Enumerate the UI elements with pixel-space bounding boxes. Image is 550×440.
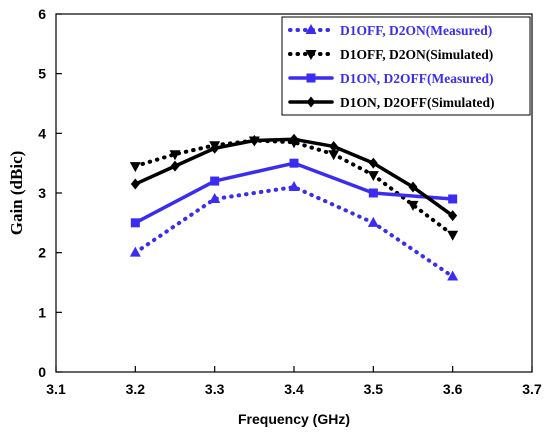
series-4 [130,133,458,222]
y-tick-label: 3 [38,185,46,201]
series-line [133,185,455,279]
legend-label: D1OFF, D2ON(Measured) [340,23,492,38]
legend: D1OFF, D2ON(Measured) D1OFF, D2ON(Simulat… [281,16,531,116]
x-tick-label: 3.1 [46,381,66,397]
legend-label: D1ON, D2OFF(Simulated) [340,95,495,110]
data-point [407,200,419,211]
legend-item: D1ON, D2OFF(Simulated) [288,95,495,110]
data-point [130,218,140,228]
data-point [249,134,259,146]
x-tick-label: 3.4 [284,381,304,397]
axis-ticks [55,13,533,373]
y-tick-label: 6 [38,6,46,22]
data-point [367,216,379,227]
legend-label: D1ON, D2OFF(Measured) [340,71,493,86]
series-3 [130,158,458,228]
legend-swatch-marker [305,50,317,60]
data-point [329,140,339,152]
data-point [129,246,141,257]
data-point [209,192,221,203]
legend-swatch-marker [306,96,316,108]
legend-box [281,16,531,116]
data-point [129,162,141,173]
y-tick-label: 5 [38,66,46,82]
data-point [210,142,220,154]
data-point [408,181,418,193]
data-point [288,181,300,192]
legend-swatch-marker [306,73,316,83]
data-point [368,188,378,198]
legend-item: D1ON, D2OFF(Measured) [288,71,493,86]
y-tick-labels: 0 1 2 3 4 5 6 [38,6,46,380]
data-point [367,171,379,182]
x-tick-labels: 3.1 3.2 3.3 3.4 3.5 3.6 3.7 [46,381,542,397]
data-point [448,194,458,204]
y-tick-label: 1 [38,304,46,320]
series-1 [129,181,459,281]
data-point [130,178,140,190]
y-tick-label: 4 [38,125,46,141]
legend-item: D1OFF, D2ON(Simulated) [288,47,493,62]
y-tick-label: 0 [38,364,46,380]
x-tick-label: 3.6 [443,381,463,397]
data-point [289,158,299,168]
y-tick-label: 2 [38,245,46,261]
x-tick-label: 3.7 [522,381,542,397]
data-point [170,160,180,172]
data-point [447,230,459,241]
data-point [328,150,340,161]
data-point [368,157,378,169]
y-axis-title: Gain (dBic) [7,151,26,236]
data-point [210,176,220,186]
data-point [447,270,459,281]
x-axis-title: Frequency (GHz) [238,411,350,427]
legend-label: D1OFF, D2ON(Simulated) [340,47,493,62]
series-layer [129,133,459,281]
data-point [169,150,181,161]
x-tick-label: 3.5 [364,381,384,397]
data-point [448,210,458,222]
x-tick-label: 3.3 [205,381,225,397]
series-line [133,138,455,237]
data-point [289,133,299,145]
legend-swatch-marker [305,24,317,34]
legend-item: D1OFF, D2ON(Measured) [288,23,492,38]
x-tick-label: 3.2 [126,381,146,397]
